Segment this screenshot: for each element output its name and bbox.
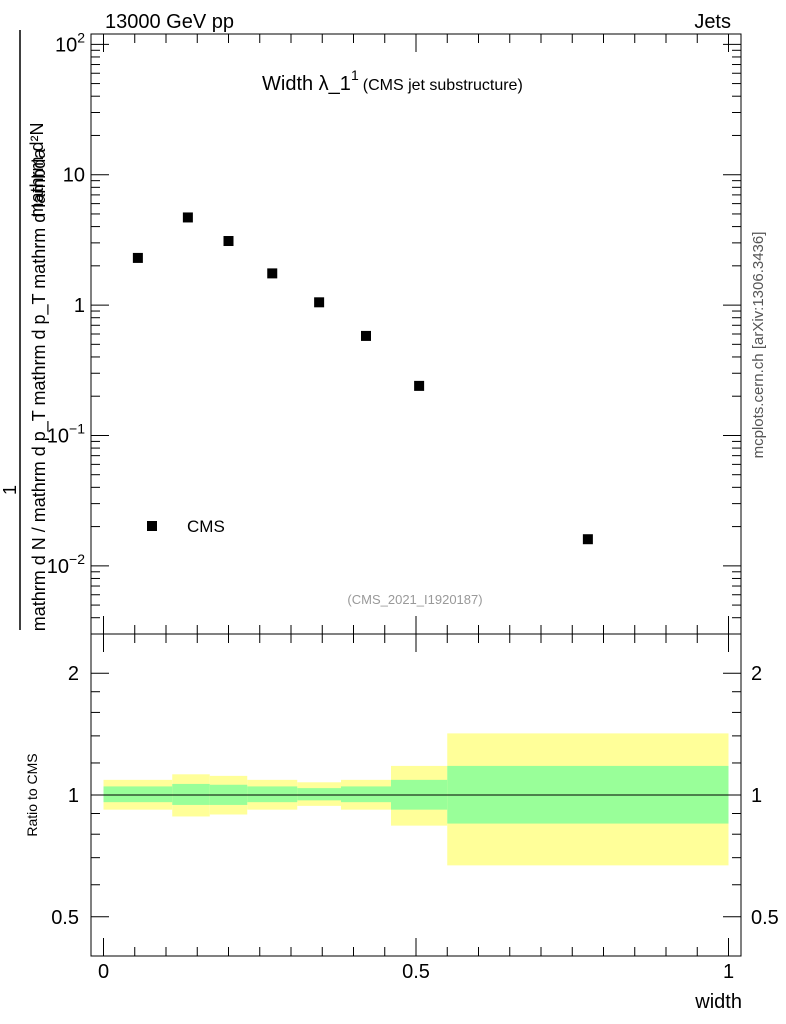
y-tick-label-3: 10−1 — [47, 420, 85, 447]
ratio-y-label: Ratio to CMS — [24, 753, 40, 836]
data-point-7 — [582, 534, 593, 545]
y-tick-label-1: 10 — [63, 165, 85, 187]
header-left: 13000 GeV pp — [105, 11, 234, 33]
data-point-2 — [223, 236, 234, 247]
ratio-bands — [103, 733, 729, 866]
plot-title-sup: 1 — [351, 67, 359, 83]
ratio-y-tick-label-left-1: 1 — [68, 785, 79, 807]
y-tick-label-2: 1 — [74, 295, 85, 317]
ratio-y-tick-label-left-0: 0.5 — [51, 907, 79, 929]
header-right: Jets — [694, 11, 731, 33]
y-label-one: 1 — [0, 485, 20, 495]
data-point-5 — [361, 330, 371, 341]
plot-title: Width λ_11(CMS jet substructure) — [262, 67, 523, 95]
ratio-inner-band-5 — [341, 786, 391, 803]
y-tick-label-base-1: 10 — [63, 165, 85, 187]
data-point-1 — [182, 212, 193, 223]
y-tick-label-base-2: 1 — [74, 295, 85, 317]
analysis-id: (CMS_2021_I1920187) — [347, 592, 482, 607]
x-axis-label: width — [694, 991, 742, 1013]
y-tick-label-0: 102 — [55, 29, 85, 56]
y-tick-label-exp-4: −2 — [69, 551, 85, 567]
ratio-inner-band-3 — [247, 786, 298, 803]
x-tick-label-1: 0.5 — [402, 961, 430, 983]
y-tick-label-exp-3: −1 — [69, 420, 85, 436]
ratio-y-tick-label-right-2: 2 — [751, 663, 762, 685]
ratio-inner-band-0 — [103, 786, 173, 803]
data-point-6 — [414, 380, 425, 391]
main-plot-frame — [90, 33, 742, 635]
y-tick-label-4: 10−2 — [47, 551, 85, 578]
ratio-y-tick-label-left-2: 2 — [68, 663, 79, 685]
ratio-y-tick-labels: 0.5 0.5 1 1 2 2 — [51, 663, 779, 929]
y-tick-label-exp-0: 2 — [77, 29, 85, 45]
y-label-denominator: mathrm d N / mathrm d p_T mathrm d p_T m… — [29, 148, 50, 631]
ratio-inner-band-1 — [172, 783, 210, 805]
y-label-numerator: mathrm d²N — [27, 122, 47, 217]
y-tick-label-base-0: 10 — [55, 34, 77, 56]
x-tick-label-2: 1 — [723, 961, 734, 983]
data-point-0 — [132, 252, 143, 263]
legend: CMS — [147, 517, 225, 536]
x-tick-label-0: 0 — [98, 961, 109, 983]
ratio-y-tick-label-right-0: 0.5 — [751, 907, 779, 929]
ratio-y-tick-label-right-1: 1 — [751, 785, 762, 807]
legend-label: CMS — [187, 517, 225, 536]
legend-marker — [147, 521, 157, 531]
axis-ticks — [91, 34, 741, 956]
side-label: mcplots.cern.ch [arXiv:1306.3436] — [750, 232, 767, 459]
data-point-3 — [267, 268, 278, 279]
plot-title-sub: (CMS jet substructure) — [363, 77, 523, 94]
plot-title-main: Width λ_1 — [262, 73, 351, 95]
y-axis-label: mathrm d²N mathrm d N / mathrm d p_T mat… — [0, 30, 50, 631]
ratio-inner-band-4 — [297, 788, 341, 801]
x-tick-labels: 0 0.5 1 — [98, 961, 734, 983]
y-tick-label-base-4: 10 — [47, 556, 69, 578]
data-points — [132, 212, 593, 545]
data-point-4 — [314, 297, 325, 308]
y-tick-label-base-3: 10 — [47, 425, 69, 447]
